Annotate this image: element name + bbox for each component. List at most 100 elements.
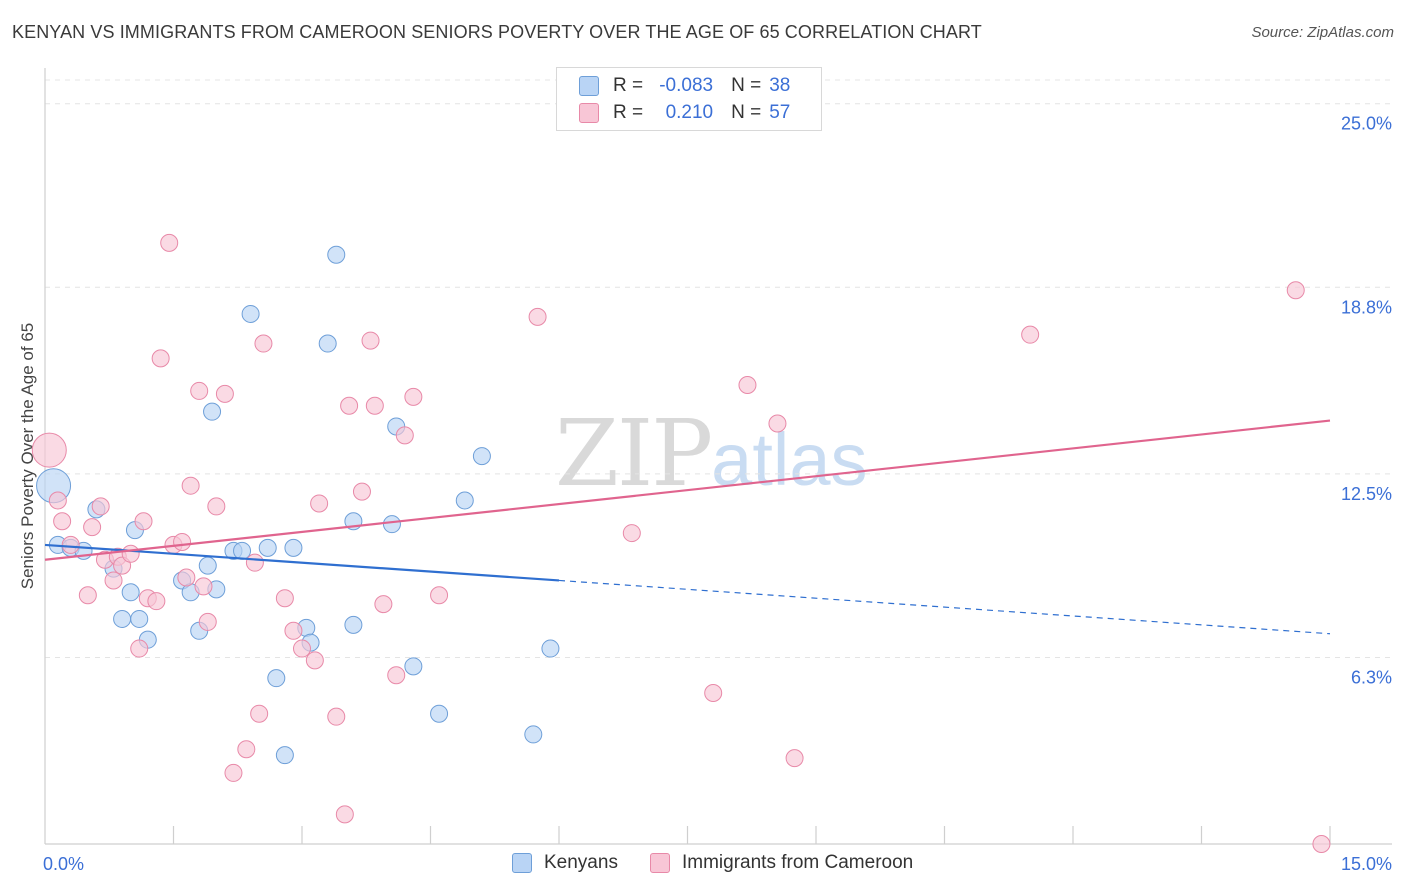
- cameroon-point: [374, 595, 393, 614]
- cameroon-point: [361, 331, 380, 350]
- cameroon-point: [177, 568, 196, 587]
- cameroon-point: [53, 512, 72, 531]
- kenyans-point: [113, 609, 132, 628]
- chart-title: KENYAN VS IMMIGRANTS FROM CAMEROON SENIO…: [12, 22, 982, 42]
- cameroon-point: [31, 432, 67, 468]
- cameroon-point: [305, 651, 324, 670]
- cameroon-point: [245, 553, 264, 572]
- cameroon-point: [284, 621, 303, 640]
- cameroon-point: [1021, 325, 1040, 344]
- x-tick-label-left: 0.0%: [43, 854, 84, 874]
- cameroon-point: [293, 639, 311, 658]
- cameroon-point: [327, 707, 346, 726]
- cameroon-point: [352, 482, 371, 501]
- kenyans-point: [275, 746, 294, 765]
- kenyans-point: [241, 304, 260, 323]
- cameroon-point: [173, 532, 192, 551]
- cameroon-point: [78, 586, 97, 605]
- x-tick-label-right: 15.0%: [1341, 854, 1392, 874]
- kenyans-point: [404, 657, 423, 676]
- legend-item-kenyans: Kenyans: [512, 852, 618, 874]
- kenyans-point: [541, 639, 560, 658]
- r-label: R =: [613, 75, 644, 96]
- y-tick-label: 12.5%: [1341, 484, 1392, 504]
- cameroon-point: [151, 349, 170, 368]
- cameroon-point: [335, 805, 354, 824]
- cameroon-r-value: 0.210: [665, 102, 714, 123]
- cameroon-n-value: 57: [769, 102, 791, 123]
- cameroon-trend-line: [44, 419, 1331, 561]
- cameroon-point: [1286, 281, 1305, 300]
- legend-row-kenyans: R = -0.083 N = 38: [579, 73, 790, 99]
- grid-lines: [45, 79, 1392, 658]
- cameroon-legend-swatch: [650, 853, 670, 873]
- watermark-atlas: atlas: [711, 418, 868, 501]
- kenyans-point: [382, 515, 401, 534]
- cameroon-point: [83, 518, 102, 537]
- cameroon-point: [785, 749, 804, 768]
- cameroon-point: [1312, 835, 1331, 853]
- cameroon-point: [130, 639, 149, 658]
- cameroon-point: [198, 612, 217, 631]
- cameroon-point: [404, 387, 423, 406]
- trend-lines: [44, 419, 1331, 635]
- cameroon-legend-label: Immigrants from Cameroon: [682, 852, 914, 873]
- cameroon-point: [528, 307, 547, 326]
- cameroon-point: [237, 740, 256, 759]
- cameroon-point: [395, 426, 414, 445]
- kenyans-point: [472, 447, 491, 466]
- tick-labels: 6.3% 12.5% 18.8% 25.0% 0.0% 15.0%: [43, 114, 1392, 874]
- cameroon-point: [147, 592, 166, 611]
- kenyans-point: [267, 669, 286, 688]
- legend-row-cameroon: R = 0.210 N = 57: [579, 100, 790, 126]
- kenyans-point: [524, 725, 543, 744]
- cameroon-point: [207, 497, 226, 516]
- legend-item-cameroon: Immigrants from Cameroon: [650, 852, 913, 874]
- kenyans-point: [258, 538, 277, 557]
- cameroon-point: [194, 577, 213, 596]
- cameroon-point: [275, 589, 294, 608]
- kenyans-point: [198, 556, 217, 575]
- cameroon-point: [91, 497, 110, 516]
- source-credit: Source: ZipAtlas.com: [1251, 24, 1394, 41]
- kenyans-swatch: [579, 76, 599, 96]
- kenyans-point: [318, 334, 337, 353]
- kenyans-point: [344, 615, 363, 634]
- kenyans-legend-swatch: [512, 853, 532, 873]
- axes: [44, 68, 1392, 845]
- cameroon-point: [310, 494, 329, 513]
- cameroon-point: [387, 666, 406, 685]
- cameroon-point: [181, 476, 200, 495]
- n-label: N =: [731, 102, 762, 123]
- cameroon-point: [160, 233, 179, 252]
- kenyans-point: [233, 541, 252, 560]
- cameroon-points: [31, 233, 1331, 853]
- kenyans-legend-label: Kenyans: [544, 852, 618, 873]
- cameroon-point: [254, 334, 273, 353]
- kenyans-points: [36, 245, 560, 765]
- cameroon-point: [215, 384, 234, 403]
- kenyans-point: [284, 538, 303, 557]
- y-tick-label: 25.0%: [1341, 114, 1392, 134]
- kenyans-n-value: 38: [769, 75, 791, 96]
- kenyans-point: [430, 704, 449, 723]
- kenyans-point: [121, 583, 140, 602]
- cameroon-swatch: [579, 103, 599, 123]
- cameroon-point: [190, 381, 209, 400]
- cameroon-point: [250, 704, 269, 723]
- n-label: N =: [731, 75, 762, 96]
- series-legend: Kenyans Immigrants from Cameroon: [0, 852, 1406, 878]
- y-tick-label: 18.8%: [1341, 297, 1392, 317]
- y-tick-label: 6.3%: [1351, 667, 1392, 687]
- cameroon-point: [61, 535, 80, 554]
- cameroon-point: [48, 491, 67, 510]
- cameroon-point: [738, 376, 757, 395]
- cameroon-point: [704, 683, 723, 702]
- kenyans-point: [130, 609, 149, 628]
- cameroon-point: [365, 396, 384, 415]
- cameroon-point: [134, 512, 153, 531]
- kenyans-r-value: -0.083: [659, 75, 714, 96]
- correlation-legend: R = -0.083 N = 38 R = 0.210 N = 57: [556, 67, 822, 131]
- cameroon-point: [768, 414, 787, 433]
